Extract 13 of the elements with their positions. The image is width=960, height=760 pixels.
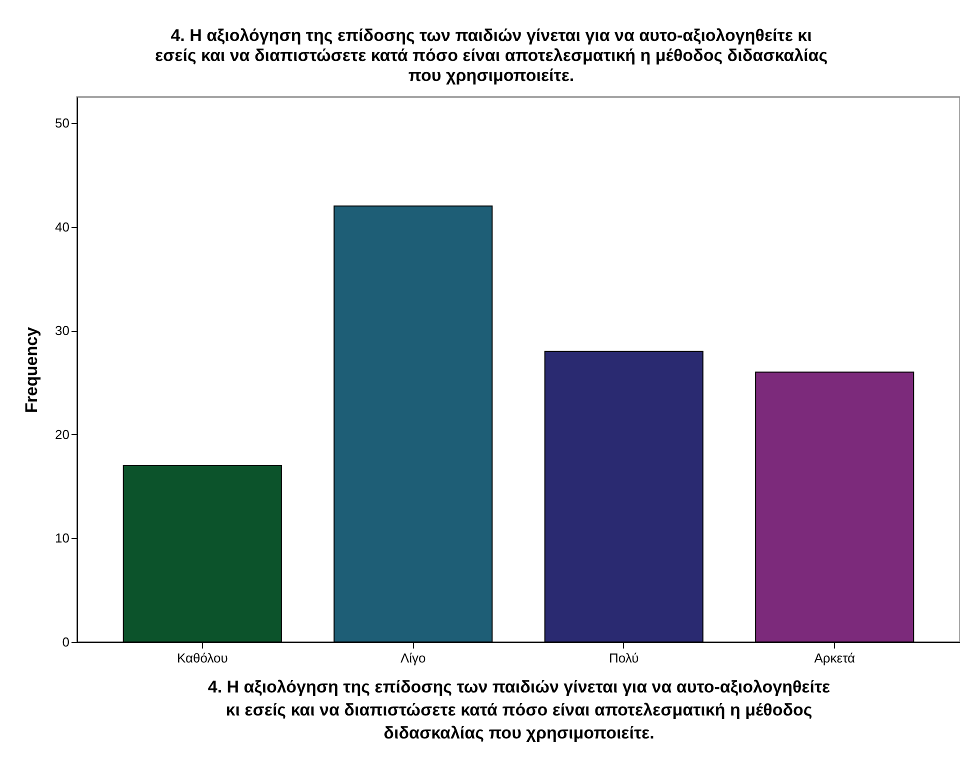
y-tick-label: 30 — [55, 323, 70, 338]
y-tick-label: 0 — [62, 634, 70, 650]
y-tick-label: 20 — [55, 426, 70, 442]
x-tick-label: Αρκετά — [814, 650, 856, 666]
x-tick-label: Καθόλου — [176, 650, 228, 666]
x-tick-label: Πολύ — [609, 650, 639, 666]
y-axis-title: Frequency — [22, 326, 42, 413]
y-tick-label: 10 — [55, 530, 70, 546]
y-tick-label: 50 — [55, 115, 70, 130]
y-tick-label: 40 — [55, 219, 70, 234]
chart-title: 4. Η αξιολόγηση της επίδοσης των παιδιών γίνεται για να αυτο-αξιολογηθείτε κι εσείς και να διαπιστώσετε κατά πόσο είναι αποτελεσματική η μέθοδος διδασκαλίας που χρησιμοποιείτε. — [154, 26, 828, 85]
x-tick-label: Λίγο — [400, 650, 426, 666]
x-axis-title: 4. Η αξιολόγηση της επίδοσης των παιδιών γίνεται για να αυτο-αξιολογηθείτε κι εσείς και να διαπιστώσετε κατά πόσο είναι αποτελεσματική η μέθοδος διδασκαλίας που χρησιμοποιείτε. — [208, 678, 830, 742]
